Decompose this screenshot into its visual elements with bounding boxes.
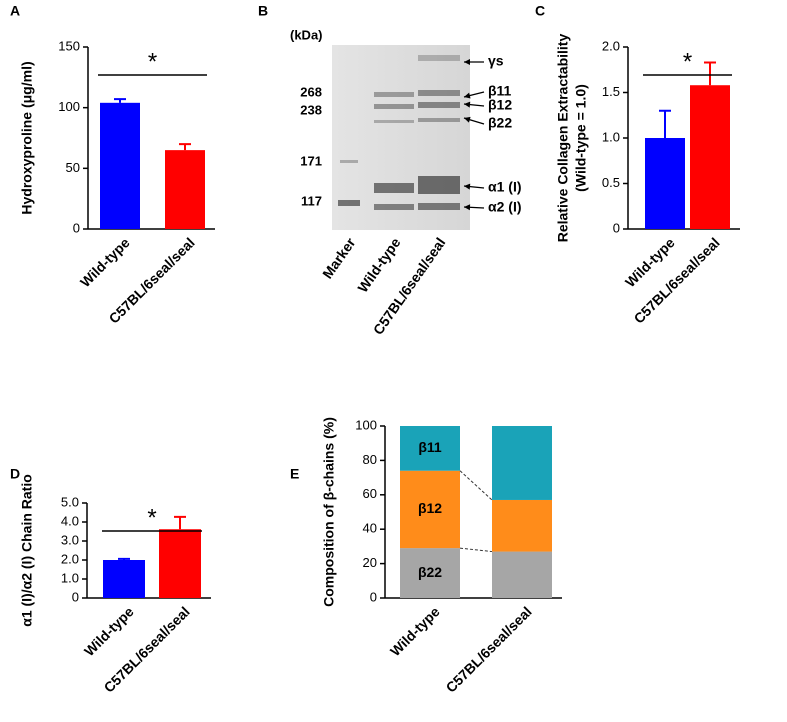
error-bar	[174, 515, 186, 530]
bar-segment	[400, 548, 460, 598]
arrow-head	[464, 116, 471, 123]
y-tick-label: 100	[355, 417, 377, 432]
bar	[165, 150, 205, 229]
y-axis-label: Hydroxyproline (μg/ml)	[19, 61, 35, 214]
gel-image	[332, 45, 470, 230]
y-tick-label: 150	[58, 38, 80, 53]
x-tick-label: C57BL/6seal/seal	[631, 234, 723, 326]
arrow-head	[464, 204, 471, 211]
y-axis-label: Relative Collagen Extractability	[555, 34, 571, 243]
y-tick-label: 1.0	[602, 129, 620, 144]
lane-label: Wild-type	[354, 234, 403, 295]
significance-label: *	[148, 48, 157, 75]
band-label: β12	[488, 97, 512, 113]
significance-label: *	[683, 48, 692, 75]
bar-segment	[400, 470, 460, 549]
bar	[159, 529, 201, 598]
band-label: γs	[488, 53, 504, 69]
panel-label: A	[10, 3, 20, 19]
marker-label: 238	[300, 102, 322, 117]
segment-label: β12	[418, 500, 442, 516]
band-label: α1 (I)	[488, 179, 522, 195]
marker-label: 171	[300, 153, 322, 168]
bar	[100, 102, 140, 229]
y-tick-label: 40	[363, 521, 377, 536]
marker-label: 117	[301, 193, 322, 208]
y-tick-label: 0.5	[602, 175, 620, 190]
y-tick-label: 20	[363, 555, 377, 570]
band-label: α2 (I)	[488, 199, 522, 215]
significance-label: *	[147, 504, 156, 531]
y-tick-label: 2.0	[61, 551, 79, 566]
arrow-head	[464, 101, 471, 108]
y-tick-label: 100	[58, 99, 80, 114]
marker-label: 268	[300, 84, 322, 99]
y-axis-label: α1 (I)/α2 (I) Chain Ratio	[19, 474, 35, 627]
band-label: β22	[488, 115, 512, 131]
bar	[690, 85, 730, 229]
y-tick-label: 3.0	[61, 532, 79, 547]
panel-label: E	[290, 466, 299, 482]
y-tick-label: 4.0	[61, 513, 79, 528]
x-tick-label: Wild-type	[387, 603, 443, 659]
y-tick-label: 0	[73, 220, 80, 235]
y-tick-label: 0	[613, 220, 620, 235]
arrow-head	[464, 59, 470, 65]
panel-label: D	[10, 466, 20, 482]
panel-label: C	[535, 3, 545, 19]
y-tick-label: 1.5	[602, 84, 620, 99]
bar	[645, 138, 685, 229]
x-tick-label: Wild-type	[81, 603, 137, 659]
bar	[103, 560, 145, 598]
bar-segment	[492, 426, 552, 500]
y-axis-label: (Wild-type = 1.0)	[573, 84, 589, 192]
gel-panel: B (kDa)	[258, 3, 470, 230]
y-axis-label: Composition of β-chains (%)	[321, 417, 337, 607]
lane-label: Marker	[319, 234, 359, 281]
bar-segment	[492, 499, 552, 552]
panel-label: B	[258, 3, 268, 19]
error-bar	[704, 61, 716, 86]
gel-bands	[338, 55, 460, 210]
segment-label: β22	[418, 564, 442, 580]
gel-unit: (kDa)	[290, 27, 323, 42]
y-tick-label: 2.0	[602, 38, 620, 53]
band-label: β11	[488, 83, 512, 99]
y-tick-label: 0	[370, 589, 377, 604]
y-tick-label: 1.0	[61, 570, 79, 585]
arrow-head	[464, 92, 471, 99]
bar-segment	[492, 551, 552, 598]
error-bar	[659, 109, 671, 138]
error-bar	[114, 98, 126, 103]
y-tick-label: 0	[72, 589, 79, 604]
error-bar	[179, 143, 191, 151]
bar-segment	[400, 426, 460, 471]
y-tick-label: 50	[66, 160, 80, 175]
y-tick-label: 60	[363, 486, 377, 501]
y-tick-label: 5.0	[61, 494, 79, 509]
x-tick-label: C57BL/6seal/seal	[443, 603, 535, 695]
segment-label: β11	[418, 439, 442, 455]
connector	[459, 470, 493, 501]
error-bar	[118, 557, 130, 560]
y-tick-label: 80	[363, 452, 377, 467]
connector	[459, 547, 493, 553]
x-tick-label: Wild-type	[77, 234, 133, 290]
arrow-head	[464, 183, 471, 190]
